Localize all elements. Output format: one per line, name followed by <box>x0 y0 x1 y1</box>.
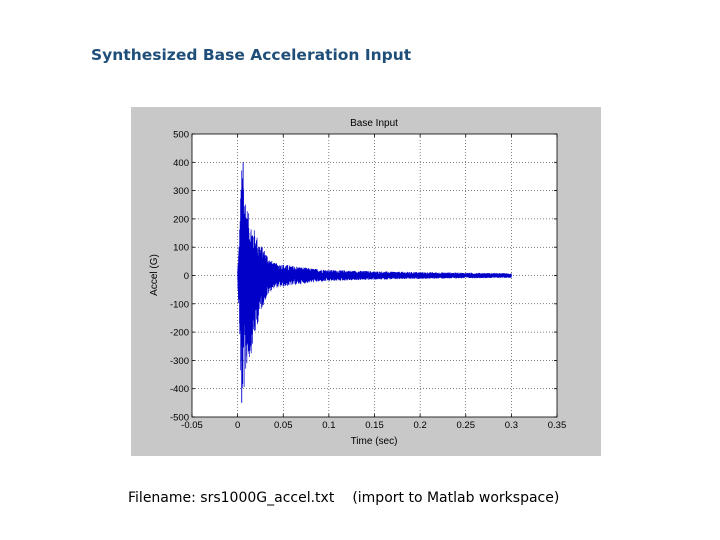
slide-title: Synthesized Base Acceleration Input <box>91 46 412 64</box>
axis-ticks: -0.05 0 0.05 0.1 0.15 0.2 0.25 0.3 0.35 500 400 300… <box>170 130 566 432</box>
x-tick-label: 0.25 <box>457 420 476 431</box>
x-tick-label: 0.1 <box>322 420 335 431</box>
y-tick-label: 0 <box>184 271 189 282</box>
y-tick-label: -100 <box>170 299 189 310</box>
filename-label: Filename: srs1000G_accel.txt <box>128 490 335 506</box>
x-tick-label: 0.05 <box>274 420 293 431</box>
signal-trace <box>237 162 512 403</box>
y-tick-label: 400 <box>173 158 189 169</box>
chart-title: Base Input <box>350 118 398 129</box>
y-axis-title: Accel (G) <box>149 254 160 296</box>
x-tick-label: 0.15 <box>365 420 384 431</box>
x-tick-label: -0.05 <box>181 420 203 431</box>
y-tick-label: 100 <box>173 243 189 254</box>
y-tick-label: 500 <box>173 130 189 141</box>
x-tick-label: 0 <box>235 420 240 431</box>
import-note: (import to Matlab workspace) <box>352 490 560 506</box>
y-tick-label: -300 <box>170 356 189 367</box>
y-tick-label: 200 <box>173 214 189 225</box>
x-tick-label: 0.3 <box>505 420 518 431</box>
chart-svg: Base Input -0.05 0 0.05 0.1 0.15 0.2 0.25 0.3 0.… <box>149 118 566 447</box>
y-tick-label: -400 <box>170 384 189 395</box>
x-tick-label: 0.35 <box>548 420 567 431</box>
slide-caption: Filename: srs1000G_accel.txt (import to … <box>128 490 559 506</box>
x-tick-label: 0.2 <box>414 420 427 431</box>
y-tick-label: -500 <box>170 413 189 424</box>
chart-figure: Base Input -0.05 0 0.05 0.1 0.15 0.2 0.25 0.3 0.… <box>131 107 601 456</box>
y-tick-label: 300 <box>173 186 189 197</box>
acceleration-trace <box>237 170 512 388</box>
x-axis-title: Time (sec) <box>351 436 398 447</box>
y-tick-label: -200 <box>170 328 189 339</box>
